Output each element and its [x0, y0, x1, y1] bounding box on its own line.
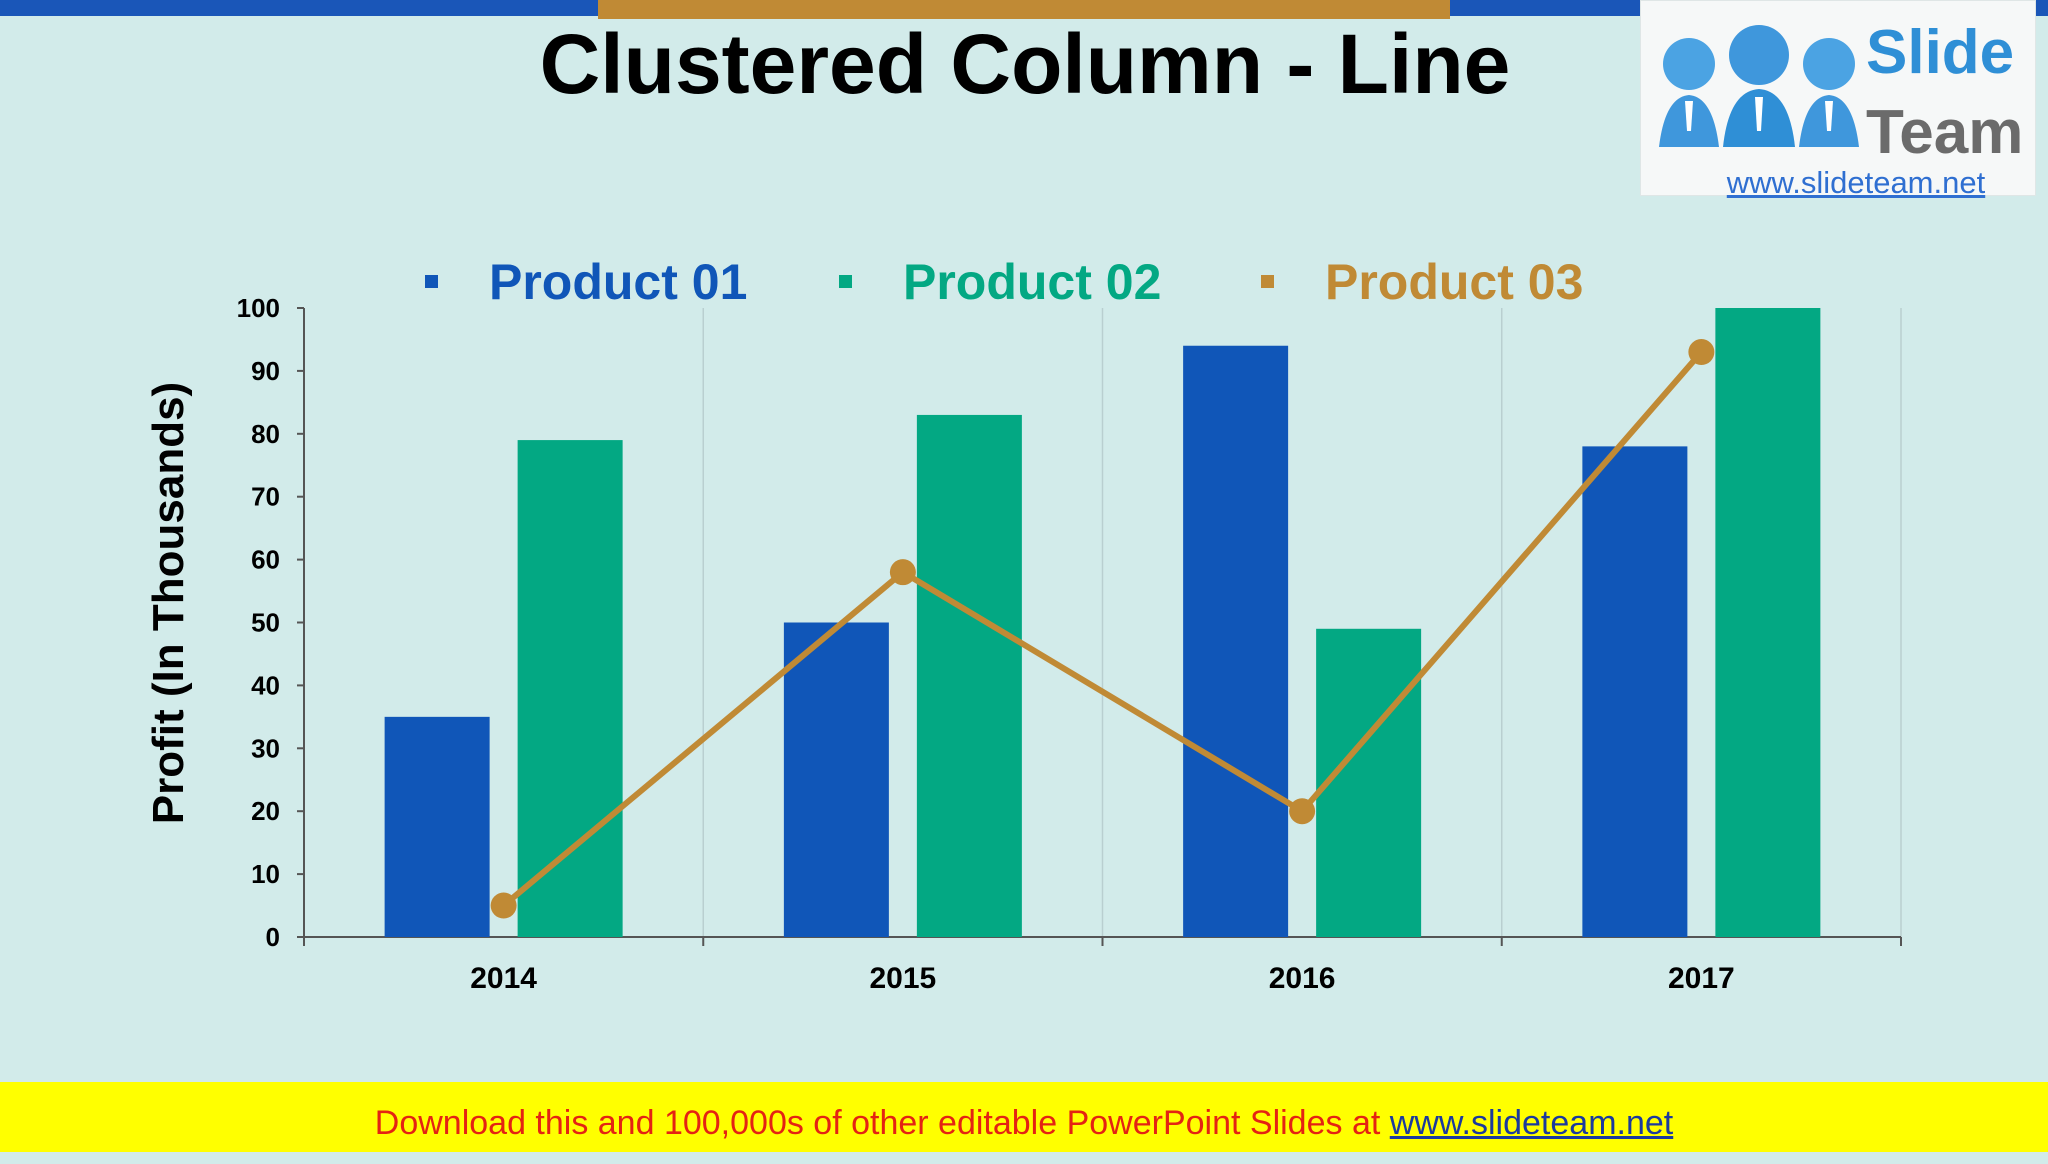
y-tick-label: 10	[251, 859, 280, 889]
legend-marker	[839, 275, 852, 288]
line-point-marker	[490, 892, 517, 919]
bar-product-01	[1582, 446, 1688, 937]
y-tick-label: 40	[251, 670, 280, 700]
legend-marker	[425, 275, 438, 288]
download-footer-banner: Download this and 100,000s of other edit…	[0, 1082, 2048, 1152]
footer-text: Download this and 100,000s of other edit…	[374, 1104, 1390, 1142]
legend-marker	[1261, 275, 1274, 288]
y-tick-label: 30	[251, 733, 280, 763]
y-tick-label: 80	[251, 419, 280, 449]
bar-product-02	[1715, 308, 1821, 937]
legend-label: Product 03	[1325, 254, 1583, 310]
bar-product-02	[517, 440, 623, 937]
y-tick-label: 70	[251, 482, 280, 512]
footer-url-link[interactable]: www.slideteam.net	[1389, 1104, 1674, 1142]
legend-label: Product 02	[903, 254, 1161, 310]
x-tick-label: 2014	[470, 962, 537, 995]
slide-title: Clustered Column - Line	[539, 17, 1511, 111]
logo-word-team: Team	[1866, 98, 2024, 167]
line-point-marker	[889, 559, 916, 586]
slideteam-logo: Slide Team www.slideteam.net	[1640, 0, 2036, 200]
y-tick-label: 0	[266, 922, 280, 952]
y-axis-title: Profit (In Thousands)	[144, 382, 193, 824]
y-tick-label: 90	[251, 356, 280, 386]
y-tick-label: 50	[251, 608, 280, 638]
bar-product-01	[1183, 345, 1289, 937]
logo-word-slide: Slide	[1866, 18, 2015, 87]
x-tick-label: 2016	[1269, 962, 1336, 995]
line-point-marker	[1289, 798, 1316, 825]
y-tick-label: 100	[237, 293, 280, 323]
bar-product-01	[783, 622, 889, 937]
clustered-column-line-chart: 0 10 20 30 40 50 60 70 80 90 100 2014 2015 2016 2017 Pr…	[144, 254, 1902, 995]
y-tick-label: 60	[251, 545, 280, 575]
title-accent-bar	[598, 0, 1450, 19]
x-tick-label: 2017	[1668, 962, 1735, 995]
legend-label: Product 01	[489, 254, 747, 310]
line-point-marker	[1688, 339, 1715, 366]
bar-product-01	[384, 716, 490, 937]
bar-product-02	[1316, 628, 1422, 937]
bar-product-02	[916, 414, 1022, 937]
y-tick-label: 20	[251, 796, 280, 826]
line-product-03	[501, 350, 1704, 908]
people-logo-icon	[1659, 25, 1859, 147]
logo-url-link[interactable]: www.slideteam.net	[1726, 165, 1986, 200]
x-tick-label: 2015	[870, 962, 937, 995]
